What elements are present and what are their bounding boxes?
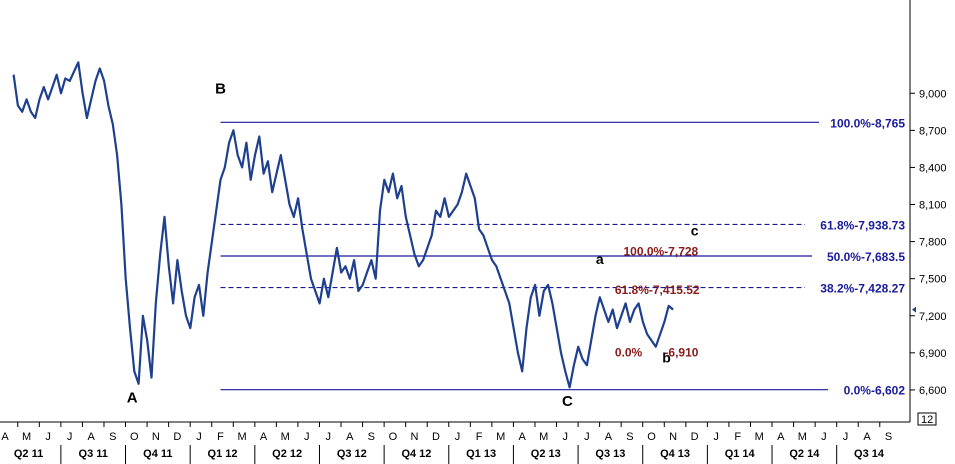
month-label: J	[455, 431, 461, 443]
quarter-label: Q3 12	[337, 448, 367, 460]
last-value-marker	[912, 306, 916, 313]
retracement-label-bg	[805, 216, 907, 232]
month-label: O	[647, 431, 656, 443]
price-series-layer	[12, 61, 674, 389]
wave-label: C	[562, 393, 573, 410]
month-label: M	[539, 431, 548, 443]
retracement-label: 50.0%-7,683.5	[827, 250, 905, 264]
retracement-label: 0.0%-6,602	[844, 384, 906, 398]
quarter-label: Q1 13	[466, 448, 496, 460]
y-axis: 6,600 6,900 7,200 7,500 7,800 8,100 8,400 8,700…	[909, 0, 947, 426]
month-label: F	[217, 431, 224, 443]
month-label: N	[152, 431, 160, 443]
y-tick-label: 8,700	[919, 125, 947, 137]
month-label: N	[669, 431, 677, 443]
axis-badge-label: 12	[921, 414, 933, 426]
quarter-label: Q1 12	[208, 448, 238, 460]
month-label: N	[410, 431, 418, 443]
month-label: J	[196, 431, 202, 443]
month-label: M	[496, 431, 505, 443]
quarter-label: Q4 12	[401, 448, 431, 460]
retracement-label-bg	[833, 381, 907, 397]
inner-retracement-label: 0.0%	[615, 346, 643, 360]
month-label: S	[109, 431, 116, 443]
retracement-label: 61.8%-7,938.73	[820, 218, 905, 232]
month-label: M	[281, 431, 290, 443]
month-label: M	[237, 431, 246, 443]
month-label: A	[605, 431, 613, 443]
quarter-label: Q3 11	[79, 448, 108, 460]
month-label: F	[476, 431, 483, 443]
month-label: M	[798, 431, 807, 443]
wave-label: B	[215, 80, 226, 97]
month-label: A	[519, 431, 527, 443]
month-label: M	[22, 431, 31, 443]
retracement-label: 38.2%-7,428.27	[820, 282, 905, 296]
y-tick-label: 8,100	[919, 200, 947, 212]
month-label: A	[88, 431, 96, 443]
inner-retracement-label: -6,910	[664, 346, 698, 360]
wave-label: a	[596, 251, 604, 267]
y-tick-label: 8,400	[919, 162, 947, 174]
quarter-label: Q2 13	[531, 448, 561, 460]
quarter-label: Q3 13	[595, 448, 625, 460]
wave-label: c	[691, 222, 699, 238]
y-tick-label: 7,500	[919, 274, 947, 286]
wave-label-layer: A B Ca b c	[127, 80, 699, 410]
month-label: J	[563, 431, 569, 443]
month-label: A	[777, 431, 785, 443]
quarter-label: Q2 12	[272, 448, 302, 460]
quarter-label: Q3 14	[854, 448, 885, 460]
quarter-label: Q2 14	[789, 448, 820, 460]
month-label: F	[734, 431, 741, 443]
retracement-label-bg	[812, 247, 907, 263]
month-label: J	[45, 431, 51, 443]
fibonacci-retracement-layer: 100.0%-8,765 61.8%-7,938.73 50.0%-7,683.5 3…	[220, 114, 907, 398]
month-label: J	[67, 431, 73, 443]
month-label: J	[821, 431, 827, 443]
month-label: D	[691, 431, 699, 443]
y-tick-label: 7,800	[919, 237, 947, 249]
month-label: S	[626, 431, 633, 443]
retracement-label-bg	[805, 279, 907, 295]
wave-label: b	[662, 350, 671, 366]
axis-badge	[917, 412, 937, 426]
quarter-label: Q1 14	[725, 448, 756, 460]
month-label: O	[389, 431, 398, 443]
month-label: J	[326, 431, 332, 443]
wave-label: A	[127, 389, 138, 406]
quarter-label: Q2 11	[14, 448, 43, 460]
retracement-label-bg	[819, 114, 907, 130]
inner-retracement-label: 100.0%-7,728	[623, 244, 698, 258]
y-tick-label: 9,000	[919, 88, 947, 100]
inner-retracement-label: 61.8%-7,415.52	[615, 283, 700, 297]
month-label: A	[346, 431, 354, 443]
month-label: S	[368, 431, 375, 443]
y-tick-label: 7,200	[919, 311, 947, 323]
month-label: S	[885, 431, 892, 443]
month-label: A	[260, 431, 268, 443]
quarter-label: Q4 13	[660, 448, 690, 460]
month-label: D	[173, 431, 181, 443]
month-label: J	[843, 431, 849, 443]
y-tick-label: 6,900	[919, 348, 947, 360]
month-label: J	[584, 431, 590, 443]
quarter-label: Q4 11	[143, 448, 172, 460]
month-label: J	[304, 431, 310, 443]
month-label: M	[755, 431, 764, 443]
month-label: A	[863, 431, 871, 443]
month-label: O	[130, 431, 139, 443]
month-label: D	[432, 431, 440, 443]
retracement-label: 100.0%-8,765	[830, 116, 905, 130]
month-label: J	[713, 431, 719, 443]
y-tick-label: 6,600	[919, 385, 947, 397]
month-label: A	[1, 431, 9, 443]
price-line	[12, 61, 674, 389]
